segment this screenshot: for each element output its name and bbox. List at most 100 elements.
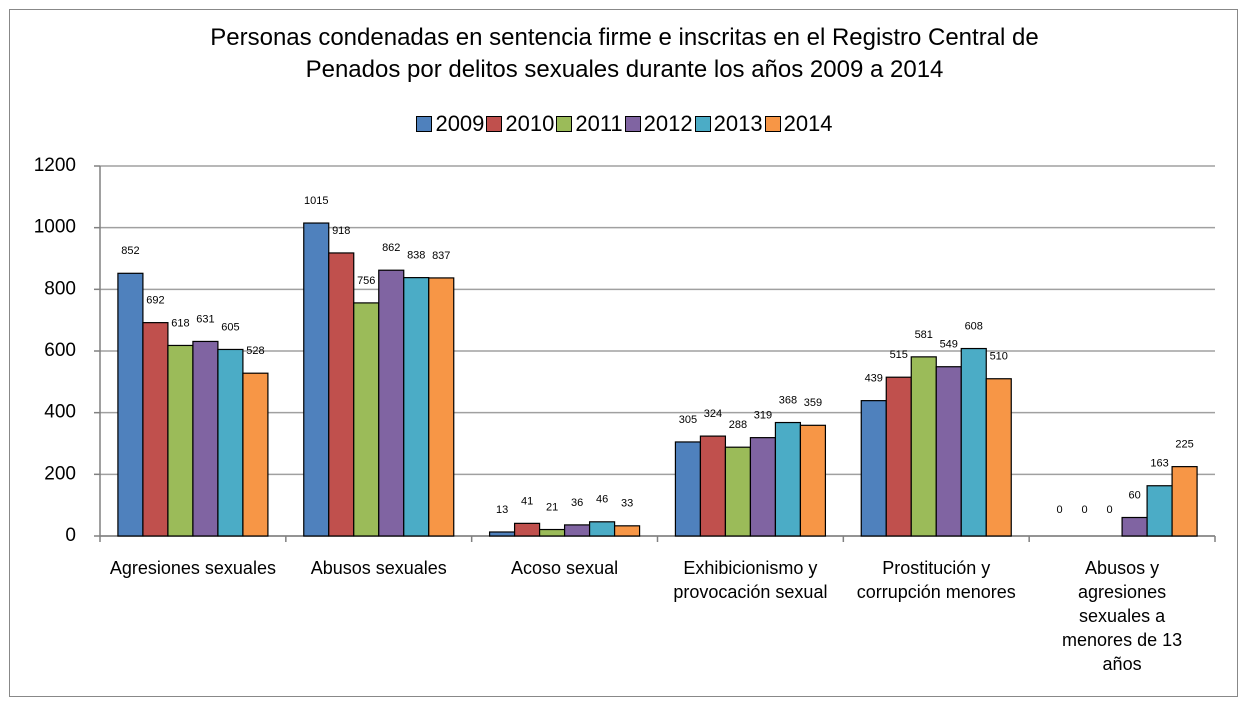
- legend-swatch: [694, 116, 711, 132]
- data-label: 439: [865, 373, 883, 385]
- bar: [303, 222, 330, 537]
- legend-label: 2013: [713, 111, 763, 136]
- bar: [142, 322, 169, 537]
- y-tick-label: 400: [44, 402, 76, 423]
- legend-swatch: [764, 116, 781, 132]
- legend-item: 2012: [624, 111, 693, 137]
- bar: [699, 435, 727, 537]
- data-label: 324: [704, 408, 722, 420]
- data-label: 41: [521, 495, 533, 507]
- x-tick-label: Abusos sexuales: [310, 558, 447, 578]
- data-label: 838: [407, 250, 425, 262]
- legend-item: 2014: [764, 111, 833, 137]
- bar: [935, 366, 962, 537]
- data-label: 368: [779, 394, 797, 406]
- data-label: 1015: [304, 195, 328, 207]
- data-label: 581: [915, 329, 933, 341]
- bar: [428, 277, 455, 537]
- data-label: 0: [1082, 504, 1088, 516]
- legend: 2009 2010 2011 2012 2013 2014: [0, 111, 1249, 137]
- bar: [910, 356, 937, 537]
- y-tick-label: 200: [44, 463, 76, 484]
- data-label: 918: [332, 225, 350, 237]
- legend-item: 2013: [694, 111, 763, 137]
- legend-label: 2009: [435, 111, 485, 136]
- x-tick-label: Prostitución y corrupción menores: [856, 558, 1016, 602]
- bar: [513, 522, 541, 537]
- data-label: 631: [196, 313, 214, 325]
- bar: [749, 437, 777, 537]
- legend-label: 2010: [505, 111, 555, 136]
- bar: [328, 252, 355, 537]
- bar: [403, 277, 430, 537]
- bar: [960, 347, 987, 537]
- data-label: 46: [596, 494, 608, 506]
- data-label: 862: [382, 242, 400, 254]
- data-label: 225: [1175, 439, 1193, 451]
- bar: [885, 376, 912, 537]
- y-tick-label: 800: [44, 278, 76, 299]
- data-label: 510: [990, 351, 1008, 363]
- x-tick-label: Acoso sexual: [511, 558, 619, 578]
- legend-label: 2014: [783, 111, 833, 136]
- bar: [378, 269, 405, 537]
- data-label: 0: [1107, 504, 1113, 516]
- bar: [1121, 516, 1148, 537]
- data-label: 0: [1057, 504, 1063, 516]
- data-label: 359: [804, 397, 822, 409]
- y-tick-label: 0: [65, 525, 76, 546]
- data-label: 163: [1150, 458, 1168, 470]
- data-label: 852: [121, 245, 139, 257]
- x-tick-label: Exhibicionismo y provocación sexual: [673, 558, 828, 602]
- data-label: 608: [965, 320, 983, 332]
- data-label: 692: [146, 295, 164, 307]
- legend-label: 2012: [643, 111, 693, 136]
- x-tick-label: Agresiones sexuales: [109, 558, 276, 578]
- bar: [588, 521, 616, 537]
- bar: [985, 378, 1012, 537]
- bar: [724, 446, 752, 537]
- bar: [192, 340, 219, 537]
- bar: [1146, 485, 1173, 537]
- bar: [488, 531, 516, 537]
- y-tick-label: 1200: [34, 155, 76, 176]
- legend-item: 2011: [556, 111, 623, 137]
- bar: [860, 400, 887, 537]
- legend-swatch: [624, 116, 641, 132]
- data-label: 528: [246, 345, 264, 357]
- data-label: 515: [890, 349, 908, 361]
- data-label: 319: [754, 410, 772, 422]
- chart-frame: [9, 9, 1238, 697]
- chart-title: Personas condenadas en sentencia firme e…: [210, 24, 1039, 83]
- bar: [353, 302, 380, 537]
- data-label: 605: [221, 321, 239, 333]
- bar: [167, 344, 194, 537]
- bar: [563, 524, 591, 537]
- data-label: 305: [679, 414, 697, 426]
- data-label: 13: [496, 504, 508, 516]
- data-label: 33: [621, 498, 633, 510]
- bar: [613, 525, 641, 537]
- legend-item: 2010: [486, 111, 554, 137]
- legend-swatch: [486, 116, 503, 132]
- y-tick-label: 1000: [34, 217, 76, 238]
- legend-label: 2011: [575, 111, 623, 136]
- legend-swatch: [416, 116, 433, 132]
- bar: [1171, 466, 1198, 537]
- data-label: 837: [432, 250, 450, 262]
- data-label: 756: [357, 275, 375, 287]
- bar: [117, 272, 144, 537]
- data-label: 36: [571, 497, 583, 509]
- bar: [774, 421, 802, 537]
- x-tick-label: Abusos y agresiones sexuales a menores d…: [1062, 558, 1183, 674]
- bar: [538, 528, 566, 537]
- data-label: 21: [546, 501, 558, 513]
- data-label: 60: [1128, 489, 1140, 501]
- bar: [674, 441, 702, 537]
- y-tick-label: 600: [44, 340, 76, 361]
- bar: [799, 424, 827, 537]
- bar: [242, 372, 269, 537]
- legend-swatch: [556, 116, 573, 132]
